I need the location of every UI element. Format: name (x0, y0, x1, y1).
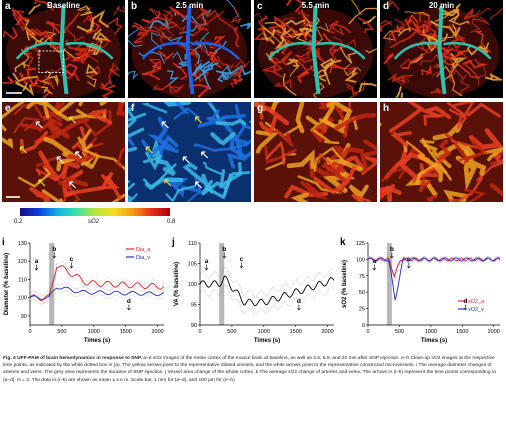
panel-title-d: 20 min (428, 1, 455, 10)
caption-body: a–d sO2 images of the entire cortex of t… (3, 356, 497, 383)
image-panel-e: e (2, 102, 125, 202)
image-panel-g: g (254, 102, 377, 202)
y-tick-label: 95 (191, 303, 197, 309)
y-tick-label: 125 (356, 241, 365, 247)
chart-vessel-area: j 0 500 1000 1500 2000 90 95 100 105 110 Times (s) V… (171, 237, 335, 344)
annotation-a: a (372, 258, 376, 265)
x-tick-label: 1500 (120, 329, 132, 335)
y-tick-label: 110 (188, 241, 197, 247)
chart-diameter: i 0 500 1000 1500 2000 90 100 110 120 130 Times (s)… (2, 237, 165, 344)
y-tick-label: 50 (359, 290, 365, 296)
y-axis-label: Diameter (% baseline) (4, 253, 10, 315)
panel-label-c: c (257, 1, 263, 12)
x-tick-label: 500 (395, 329, 404, 335)
y-tick-label: 90 (191, 323, 197, 329)
legend-entry: Dia_a (136, 247, 151, 253)
annotation-b: b (52, 246, 56, 253)
x-tick-label: 0 (198, 329, 201, 335)
x-tick-label: 0 (366, 329, 369, 335)
x-tick-label: 1000 (258, 329, 270, 335)
colorbar-label: sO2 (88, 219, 100, 225)
series-line-sO2_v (367, 257, 501, 300)
chart-so2: k 0 500 1000 1500 2000 0 25 50 75 100 125 Times (s) s… (340, 237, 501, 344)
legend-entry: Dia_v (136, 255, 150, 261)
y-tick-label: 25 (359, 307, 365, 313)
x-tick-label: 0 (28, 329, 31, 335)
series-line-Dia_v (29, 286, 165, 300)
annotation-a: a (35, 258, 39, 265)
injection-band (49, 243, 55, 325)
panel-label-a: a (5, 1, 11, 12)
y-tick-label: 110 (18, 277, 27, 283)
annotation-c: c (70, 256, 74, 263)
colorbar-min: 0.2 (14, 219, 23, 225)
panel-label-f: f (131, 103, 135, 114)
y-tick-label: 130 (18, 241, 27, 247)
chart-panel-label: i (2, 237, 5, 248)
image-panel-a: a Baseline (2, 0, 125, 98)
legend-entry: sO2_v (468, 307, 484, 313)
annotation-d: d (297, 298, 301, 305)
x-tick-label: 1500 (290, 329, 302, 335)
y-axis-label: VA (% baseline) (174, 262, 180, 306)
y-tick-label: 100 (188, 282, 197, 288)
figure-caption: Fig. 4 UFF-PAM of brain hemodynamics in … (3, 355, 503, 384)
injection-band (386, 243, 392, 325)
y-tick-label: 120 (18, 259, 27, 265)
series-line-Dia_a (29, 265, 165, 301)
annotation-c: c (240, 256, 244, 263)
x-tick-label: 2000 (151, 329, 163, 335)
panel-title-a: Baseline (47, 1, 80, 10)
image-panel-b: b 2.5 min (128, 0, 251, 98)
x-tick-label: 500 (227, 329, 236, 335)
colorbar-max: 0.8 (167, 219, 176, 225)
y-tick-label: 90 (21, 314, 27, 320)
y-tick-label: 105 (188, 262, 197, 268)
x-tick-label: 500 (57, 329, 66, 335)
series-line-va (199, 275, 335, 307)
caption-lead: Fig. 4 UFF-PAM of brain hemodynamics in … (3, 356, 142, 361)
image-panel-d: d 20 min (380, 0, 503, 98)
y-axis-label: sO2 (% baseline) (342, 260, 348, 308)
annotation-c: c (407, 256, 411, 263)
annotation-d: d (127, 298, 131, 305)
panel-label-b: b (131, 1, 138, 12)
panel-label-d: d (383, 1, 390, 12)
panel-label-e: e (5, 103, 11, 114)
chart-panel-label: j (171, 237, 175, 248)
x-tick-label: 1000 (88, 329, 100, 335)
x-tick-label: 2000 (488, 329, 500, 335)
image-panel-f: f (128, 102, 251, 202)
x-axis-label: Times (s) (254, 338, 280, 344)
y-tick-label: 100 (356, 257, 365, 263)
y-tick-label: 100 (18, 296, 27, 302)
annotation-b: b (390, 246, 394, 253)
legend-entry: sO2_a (468, 299, 485, 305)
x-tick-label: 2000 (321, 329, 333, 335)
y-tick-label: 75 (359, 274, 365, 280)
annotation-a: a (205, 258, 209, 265)
chart-panel-label: k (340, 237, 346, 248)
y-tick-label: 0 (362, 323, 365, 329)
panel-title-c: 5.5 min (301, 1, 330, 10)
image-panel-h: h (380, 102, 503, 202)
x-axis-label: Times (s) (421, 338, 447, 344)
colorbar (20, 208, 170, 216)
annotation-b: b (222, 246, 226, 253)
x-tick-label: 1500 (456, 329, 468, 335)
image-panel-c: c 5.5 min (254, 0, 377, 98)
x-axis-label: Times (s) (84, 338, 110, 344)
panel-title-b: 2.5 min (175, 1, 204, 10)
panel-label-h: h (383, 103, 390, 114)
panel-label-g: g (257, 103, 264, 114)
x-tick-label: 1000 (425, 329, 437, 335)
